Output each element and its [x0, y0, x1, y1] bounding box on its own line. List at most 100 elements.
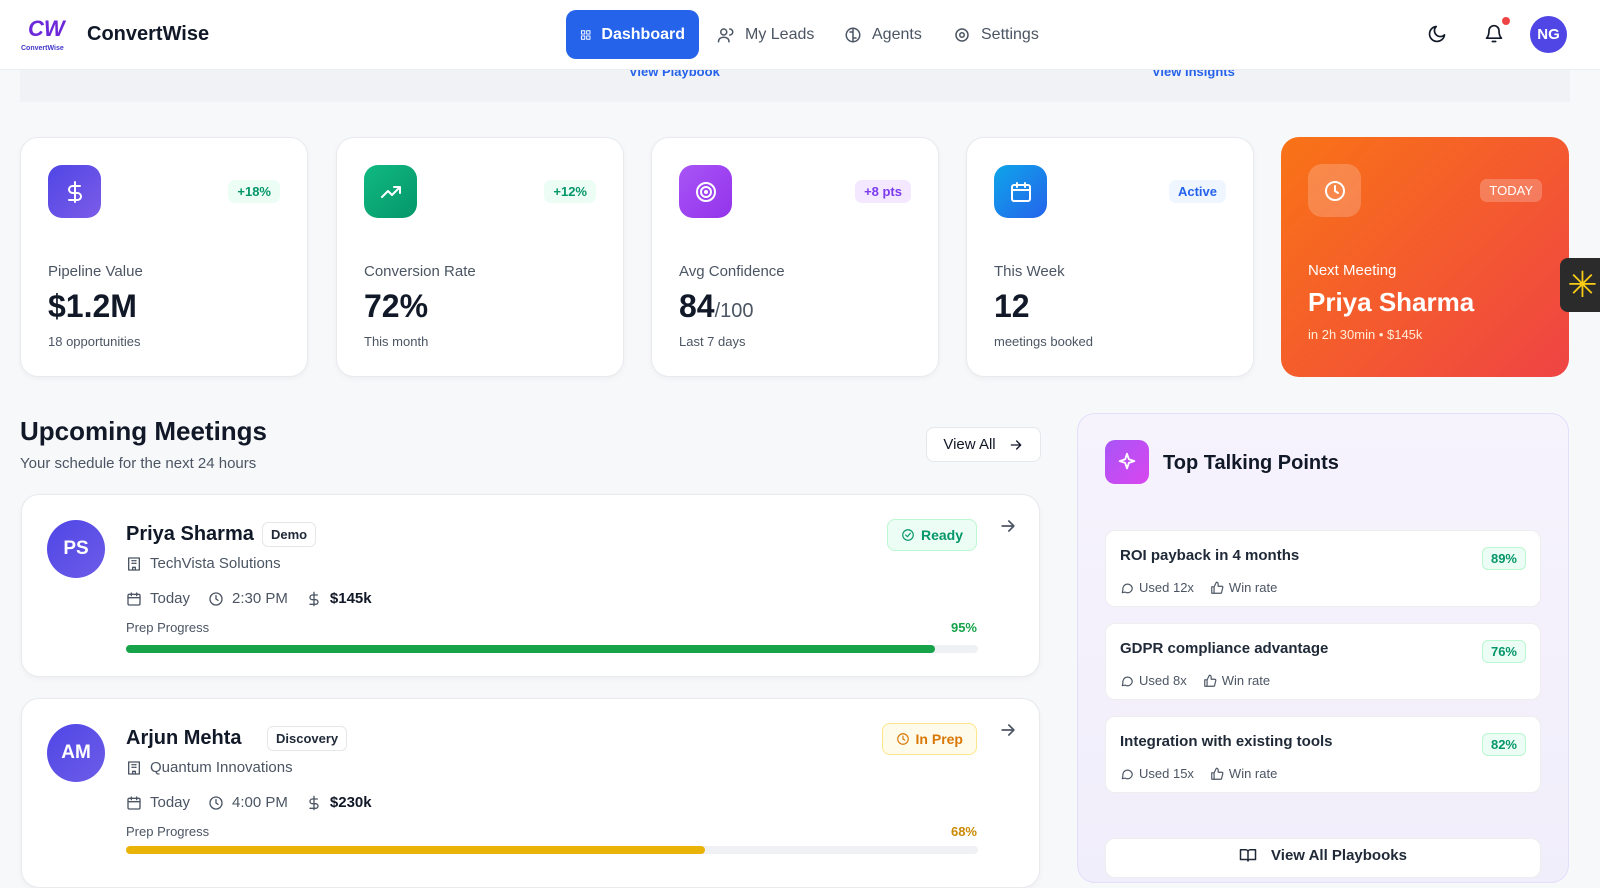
talking-point[interactable]: Integration with existing tools 82% Used…	[1105, 716, 1541, 793]
meeting-time: 4:00 PM	[232, 794, 288, 811]
button-label: View All Playbooks	[1271, 846, 1407, 864]
meeting-status: In Prep	[881, 723, 977, 755]
stat-badge: TODAY	[1480, 179, 1542, 202]
stat-card: +12% Conversion Rate 72% This month	[336, 137, 624, 377]
used-count: Used 12x	[1139, 580, 1194, 595]
stat-value: $1.2M	[48, 288, 137, 324]
nav-item[interactable]: Dashboard	[566, 10, 699, 59]
company-row: Quantum Innovations	[126, 759, 293, 776]
win-rate: Win rate	[1228, 766, 1278, 781]
panel-icon	[1105, 440, 1149, 484]
meeting-card[interactable]: PS Priya Sharma Demo TechVista Solutions…	[21, 494, 1040, 677]
open-arrow[interactable]	[998, 720, 1018, 740]
stat-icon	[364, 165, 417, 218]
stat-number: 84	[679, 288, 715, 324]
next-meeting-name: Priya Sharma	[1308, 287, 1475, 317]
status-label: In Prep	[915, 731, 963, 747]
notification-dot	[1502, 17, 1510, 25]
notifications[interactable]	[1484, 24, 1504, 44]
open-arrow[interactable]	[998, 516, 1018, 536]
progress-value: 68%	[950, 824, 977, 839]
progress-track	[126, 846, 978, 854]
floating-widget[interactable]: ✳	[1560, 258, 1600, 312]
progress-label: Prep Progress	[126, 620, 210, 635]
stat-suffix: /100	[714, 300, 754, 322]
stat-value: 12	[994, 288, 1030, 324]
stat-note: Last 7 days	[679, 334, 746, 349]
win-rate: Win rate	[1228, 580, 1278, 595]
stat-card: Active This Week 12 meetings booked	[966, 137, 1254, 377]
nav-item[interactable]: My Leads	[703, 10, 828, 59]
company: TechVista Solutions	[150, 555, 281, 572]
stat-value: 84/100	[679, 288, 754, 325]
used-count: Used 15x	[1139, 766, 1194, 781]
meeting-avatar: PS	[47, 520, 105, 578]
talking-point-pct: 76%	[1481, 640, 1526, 663]
next-meeting-card[interactable]: TODAY Next Meeting Priya Sharma in 2h 30…	[1281, 137, 1569, 377]
talking-point[interactable]: ROI payback in 4 months 89% Used 12x Win…	[1105, 530, 1541, 607]
stat-note: meetings booked	[994, 334, 1094, 349]
icon	[580, 29, 591, 40]
meeting-tag: Discovery	[267, 726, 348, 751]
meeting-status: Ready	[886, 519, 977, 551]
meeting-card[interactable]: AM Arjun Mehta Discovery Quantum Innovat…	[21, 698, 1040, 888]
meeting-time: 2:30 PM	[232, 590, 288, 607]
stat-icon	[1308, 164, 1361, 217]
section-subtitle: Your schedule for the next 24 hours	[20, 455, 257, 472]
stat-note: This month	[364, 334, 429, 349]
talking-point[interactable]: GDPR compliance advantage 76% Used 8x Wi…	[1105, 623, 1541, 700]
meeting-name: Priya Sharma	[126, 523, 254, 545]
stat-badge: Active	[1168, 180, 1226, 203]
brand-name[interactable]: ConvertWise	[87, 23, 210, 45]
used-count: Used 8x	[1139, 673, 1187, 688]
nav-item[interactable]: Settings	[939, 10, 1053, 59]
nav-label: My Leads	[745, 25, 815, 43]
progress-label: Prep Progress	[126, 824, 210, 839]
panel-title: Top Talking Points	[1163, 452, 1339, 474]
logo-text: ConvertWise	[21, 45, 64, 52]
stat-icon	[994, 165, 1047, 218]
progress-bar	[126, 645, 936, 653]
banner-remnant	[20, 70, 1570, 102]
stat-label: Next Meeting	[1308, 262, 1397, 279]
nav-label: Settings	[981, 25, 1039, 43]
talking-point-text: Integration with existing tools	[1120, 733, 1333, 750]
stat-badge: +8 pts	[855, 180, 911, 203]
talking-point-meta: Used 8x Win rate	[1120, 673, 1270, 688]
user-avatar[interactable]: NG	[1530, 16, 1567, 53]
nav-label: Agents	[872, 25, 922, 43]
view-playbooks-button[interactable]: View All Playbooks	[1105, 838, 1541, 878]
progress-value: 95%	[950, 620, 977, 635]
navbar: CW ConvertWise ConvertWise Dashboard My …	[0, 0, 1600, 70]
progress-bar	[126, 846, 706, 854]
nav-item[interactable]: Agents	[830, 10, 936, 59]
stat-label: Avg Confidence	[679, 263, 785, 280]
talking-point-text: GDPR compliance advantage	[1120, 640, 1329, 657]
meeting-avatar: AM	[47, 724, 105, 782]
talking-point-meta: Used 12x Win rate	[1120, 580, 1277, 595]
nav-label: Dashboard	[601, 25, 685, 43]
stat-icon	[48, 165, 101, 218]
stat-icon	[679, 165, 732, 218]
view-all-button[interactable]: View All	[926, 427, 1041, 462]
stat-badge: +12%	[544, 180, 596, 203]
icon	[845, 27, 861, 42]
icon	[717, 27, 734, 42]
stat-value: 72%	[364, 288, 429, 324]
theme-toggle[interactable]	[1427, 24, 1447, 44]
meeting-name: Arjun Mehta	[126, 727, 242, 749]
talking-point-pct: 82%	[1481, 733, 1526, 756]
icon	[955, 27, 969, 42]
company-row: TechVista Solutions	[126, 555, 281, 572]
talking-point-text: ROI payback in 4 months	[1120, 547, 1300, 564]
win-rate: Win rate	[1221, 673, 1271, 688]
meeting-details: Today 4:00 PM $230k	[126, 794, 372, 811]
status-label: Ready	[920, 527, 963, 543]
meeting-amount: $230k	[329, 794, 372, 811]
meeting-day: Today	[150, 794, 191, 811]
logo-mark: CW	[28, 16, 65, 41]
stat-note: 18 opportunities	[48, 334, 141, 349]
talking-point-pct: 89%	[1481, 547, 1526, 570]
section-title: Upcoming Meetings	[20, 416, 268, 446]
stat-label: Conversion Rate	[364, 263, 476, 280]
